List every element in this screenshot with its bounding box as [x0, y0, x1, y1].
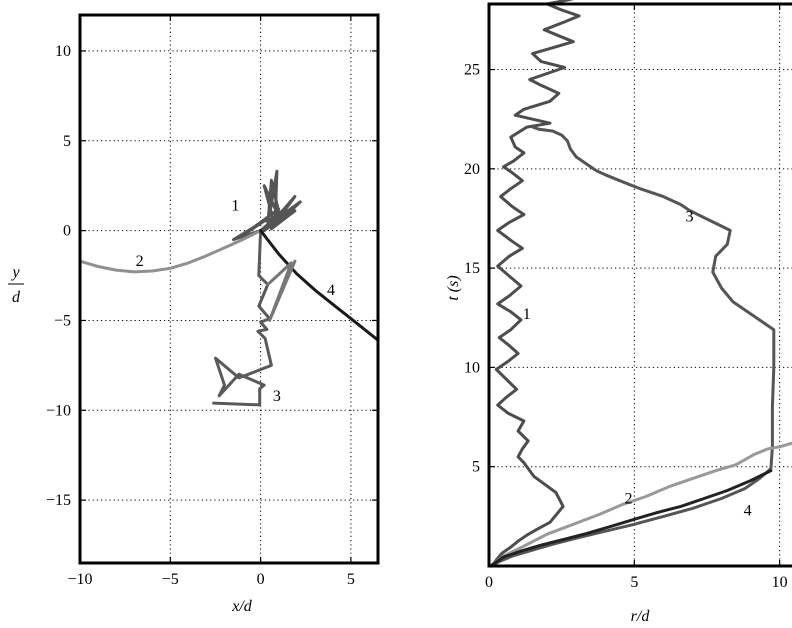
x-tick-label: −10 [67, 571, 92, 588]
series-line-2 [489, 441, 792, 568]
curve-label-2: 2 [625, 490, 633, 507]
curve-labels: 1 2 3 4 [523, 208, 752, 519]
curve-label-4: 4 [744, 502, 752, 519]
grid-lines [80, 15, 378, 563]
x-tick-label: 5 [630, 574, 638, 591]
curve-label-1: 1 [231, 197, 239, 214]
x-tick-label: 10 [772, 574, 788, 591]
x-tick-label: 0 [485, 574, 493, 591]
y-axis-label-numerator: y [10, 264, 20, 281]
curve-label-1: 1 [523, 306, 531, 323]
radial-distance-vs-time-plot: 1 2 3 4 0 5 10 5 10 15 20 25 r/d t (s) [445, 0, 792, 625]
series-line-connector [266, 259, 297, 322]
series-line-1 [490, 0, 581, 568]
plot-frame [78, 13, 380, 565]
x-tick-label: 5 [347, 571, 355, 588]
series-group [489, 0, 792, 568]
y-tick-label: 25 [464, 62, 480, 79]
y-axis-label: t (s) [445, 275, 462, 300]
x-axis-label: r/d [631, 608, 651, 625]
x-axis-label: x/d [231, 598, 253, 615]
curve-label-3: 3 [273, 388, 281, 405]
x-tick-label: 0 [257, 571, 265, 588]
ticks: 0 5 10 5 10 15 20 25 [464, 4, 788, 591]
series-group [78, 169, 380, 407]
y-tick-label: 20 [464, 161, 480, 178]
series-line-4 [259, 229, 380, 342]
curve-labels: 1 2 3 4 [136, 197, 335, 404]
y-axis-label-denominator: d [12, 289, 21, 306]
y-tick-label: −10 [46, 402, 71, 419]
curve-label-4: 4 [327, 282, 335, 299]
curve-label-2: 2 [136, 253, 144, 270]
series-line-3 [489, 125, 776, 568]
y-tick-label: −15 [46, 492, 71, 509]
y-tick-label: 15 [464, 260, 480, 277]
y-tick-label: 0 [63, 223, 71, 240]
grid-lines [489, 4, 792, 566]
ticks: −10 −5 0 5 10 5 0 −5 −10 −15 [46, 15, 378, 588]
y-tick-label: 10 [55, 43, 71, 60]
trajectory-plot-xy: 1 2 3 4 −10 −5 0 5 10 5 0 −5 −10 −15 x/d y d [8, 13, 380, 615]
x-tick-label: −5 [162, 571, 179, 588]
plot-frame [487, 2, 792, 568]
y-tick-label: 10 [464, 359, 480, 376]
curve-label-3: 3 [686, 208, 694, 225]
series-line-3 [212, 229, 273, 407]
y-tick-label: 5 [472, 459, 480, 476]
series-line-1 [232, 169, 302, 242]
y-tick-label: −5 [54, 312, 71, 329]
series-line-2 [78, 229, 263, 274]
y-tick-label: 5 [63, 133, 71, 150]
series-line-4 [489, 469, 773, 568]
